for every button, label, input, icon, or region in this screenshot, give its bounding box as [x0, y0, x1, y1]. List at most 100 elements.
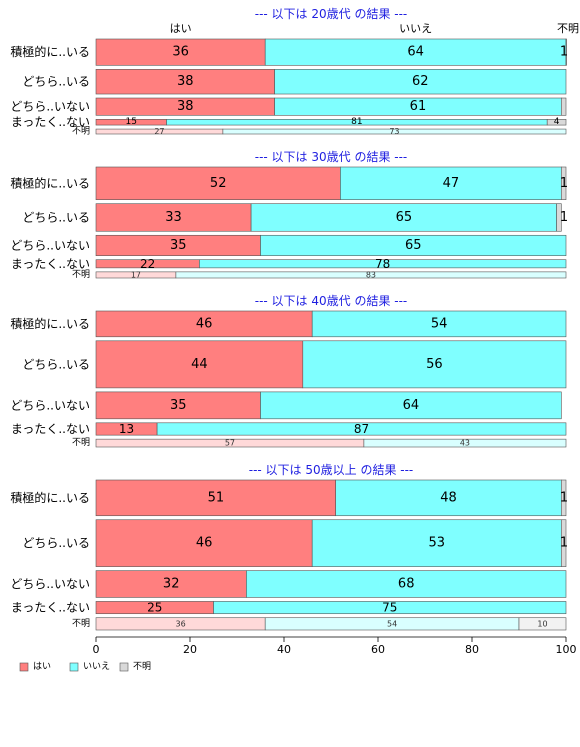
- data-label-no: 62: [412, 74, 429, 89]
- data-label-yes: 22: [140, 257, 155, 271]
- data-label-no: 53: [428, 536, 445, 551]
- bar-segment-unknown: [518, 617, 567, 631]
- data-label-yes: 35: [170, 238, 187, 253]
- data-label-unknown: 1: [560, 45, 568, 60]
- data-label-yes: 32: [163, 577, 180, 592]
- bar-segment-yes: [95, 519, 313, 567]
- row-label: 積極的に..いる: [10, 175, 90, 190]
- data-label-yes: 46: [196, 316, 213, 331]
- x-tick-label: 20: [183, 643, 197, 656]
- legend-swatch-no: [69, 662, 79, 672]
- row-label: まったく..ない: [11, 601, 90, 615]
- data-label-no: 87: [354, 422, 369, 436]
- data-label-no: 64: [403, 398, 420, 413]
- data-label-no: 56: [426, 357, 443, 372]
- data-label-no: 47: [443, 176, 460, 191]
- row-label: どちら..いない: [10, 238, 90, 252]
- bar-segment-no: [246, 570, 567, 598]
- bar-segment-yes: [95, 391, 261, 420]
- row-label: 積極的に..いる: [10, 316, 90, 331]
- bar-segment-unknown: [565, 38, 567, 66]
- bar-segment-no: [264, 38, 567, 66]
- data-label-no: 83: [366, 270, 376, 279]
- x-tick-label: 100: [556, 643, 577, 656]
- bar-segment-no: [311, 519, 562, 567]
- row-label: まったく..ない: [11, 257, 90, 271]
- data-label-yes: 36: [172, 45, 189, 60]
- bar-segment-no: [175, 271, 567, 279]
- data-label-no: 73: [389, 127, 399, 136]
- x-tick-label: 80: [465, 643, 479, 656]
- data-label-yes: 27: [154, 127, 164, 136]
- bar-segment-no: [363, 438, 567, 448]
- column-header-no: いいえ: [399, 22, 432, 35]
- data-label-no: 65: [405, 238, 422, 253]
- data-label-no: 43: [460, 439, 470, 448]
- row-label: どちら..いる: [22, 210, 90, 224]
- data-label-unknown: 1: [560, 536, 568, 551]
- data-label-yes: 44: [191, 357, 208, 372]
- legend-swatch-unknown: [119, 662, 129, 672]
- data-label-yes: 13: [119, 422, 134, 436]
- row-label: 積極的に..いる: [10, 44, 90, 59]
- bar-segment-yes: [95, 203, 252, 232]
- data-label-yes: 17: [131, 270, 141, 279]
- bar-segment-unknown: [560, 166, 567, 200]
- row-label: 不明: [72, 269, 90, 280]
- row-label: どちら..いない: [10, 100, 90, 114]
- row-label: 積極的に..いる: [10, 490, 90, 505]
- row-label: まったく..ない: [11, 422, 90, 436]
- x-tick-label: 60: [371, 643, 385, 656]
- bar-segment-no: [199, 259, 567, 269]
- data-label-yes: 38: [177, 99, 194, 114]
- data-label-no: 65: [396, 210, 413, 225]
- data-label-unknown: 1: [560, 176, 568, 191]
- bar-segment-no: [340, 166, 562, 200]
- x-tick-label: 0: [93, 643, 100, 656]
- bar-segment-no: [335, 479, 562, 517]
- bar-segment-no: [302, 340, 567, 389]
- bar-segment-unknown: [560, 97, 567, 116]
- data-label-unknown: 1: [560, 210, 568, 225]
- data-label-yes: 33: [165, 210, 182, 225]
- data-label-yes: 52: [210, 176, 227, 191]
- data-label-no: 54: [431, 316, 448, 331]
- bar-segment-unknown: [560, 479, 567, 517]
- legend-label-unknown: 不明: [133, 661, 151, 672]
- bar-segment-unknown: [556, 203, 562, 232]
- bar-segment-no: [156, 422, 567, 436]
- bar-segment-yes: [95, 479, 336, 517]
- panel-title-3: --- 以下は 40歳代 の結果 ---: [255, 294, 408, 308]
- bar-segment-no: [222, 128, 567, 135]
- row-label: 不明: [72, 437, 90, 448]
- panel-title-2: --- 以下は 30歳代 の結果 ---: [255, 150, 408, 164]
- panel-title-4: --- 以下は 50歳以上 の結果 ---: [249, 463, 414, 477]
- data-label-no: 64: [407, 45, 424, 60]
- data-label-yes: 57: [225, 439, 235, 448]
- data-label-unknown: 10: [537, 619, 547, 628]
- legend-label-no: いいえ: [83, 661, 110, 672]
- data-label-yes: 38: [177, 74, 194, 89]
- data-label-unknown: 4: [554, 117, 560, 127]
- bar-segment-no: [260, 234, 567, 256]
- bar-segment-yes: [95, 166, 341, 200]
- row-label: どちら..いない: [10, 577, 90, 591]
- data-label-no: 75: [382, 601, 397, 615]
- row-label: どちら..いる: [22, 536, 90, 550]
- data-label-no: 54: [387, 619, 397, 628]
- bar-segment-yes: [95, 570, 247, 598]
- row-label: どちら..いない: [10, 398, 90, 412]
- data-label-no: 78: [375, 257, 390, 271]
- column-header-unknown: 不明: [557, 22, 579, 35]
- bar-segment-no: [311, 310, 567, 338]
- bar-segment-no: [250, 203, 557, 232]
- data-label-yes: 35: [170, 398, 187, 413]
- bar-segment-unknown: [560, 519, 567, 567]
- data-label-yes: 36: [176, 619, 186, 628]
- data-label-yes: 15: [126, 117, 137, 127]
- data-label-unknown: 1: [560, 490, 568, 505]
- row-label: どちら..いる: [22, 75, 90, 89]
- bar-segment-no: [274, 69, 567, 95]
